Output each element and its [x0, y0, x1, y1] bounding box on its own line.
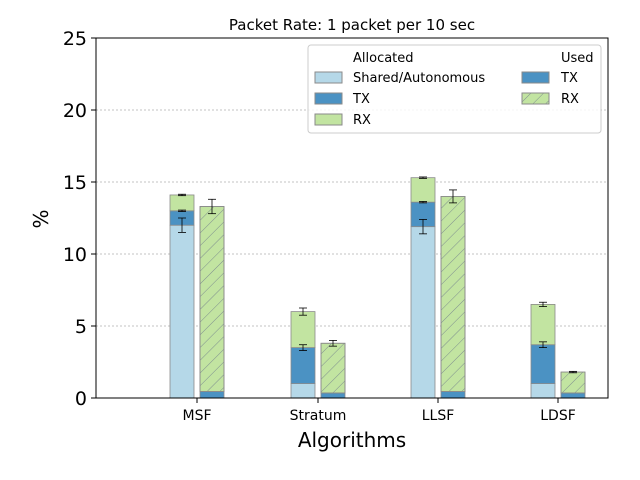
bars: [169, 176, 586, 399]
y-axis-label: %: [29, 209, 53, 228]
y-tick-label: 0: [75, 388, 87, 410]
legend-header-allocated: Allocated: [353, 51, 414, 66]
bar-used-tx: [320, 392, 346, 399]
y-tick-label: 25: [63, 28, 87, 50]
legend-swatch-used-rx-hatch: [521, 92, 550, 105]
legend-swatch-used-tx: [521, 71, 550, 84]
error-bar-used-total: [208, 198, 216, 215]
x-axis-label: Algorithms: [298, 428, 406, 452]
y-tick-label: 15: [63, 172, 87, 194]
bar-allocated-rx: [169, 194, 195, 212]
y-tick-label: 20: [63, 100, 87, 122]
bar-used-rx-hatch: [320, 342, 346, 394]
bar-used-tx: [199, 391, 225, 399]
legend-swatch-shared-autonomous: [314, 71, 343, 84]
legend-label-shared-autonomous: Shared/Autonomous: [353, 71, 485, 86]
bar-used-tx: [440, 391, 466, 399]
bar-used-rx-hatch: [199, 206, 225, 392]
error-bar-allocated-tx: [419, 201, 427, 204]
error-bar-allocated-tx: [299, 344, 307, 351]
error-bar-allocated-shared: [419, 219, 427, 235]
legend-label-allocated-rx: RX: [353, 113, 371, 128]
chart-title: Packet Rate: 1 packet per 10 sec: [229, 16, 475, 34]
error-bar-used-total: [449, 189, 457, 204]
bar-allocated-rx: [290, 311, 316, 349]
error-bar-allocated-total: [178, 193, 186, 197]
x-tick-label: Stratum: [290, 408, 347, 424]
bar-used-tx: [560, 392, 586, 399]
y-tick-label: 10: [63, 244, 87, 266]
y-axis-ticks: 0 5 10 15 20 25: [63, 28, 96, 410]
error-bar-used-total: [329, 339, 337, 347]
bar-allocated-shared-autonomous: [169, 224, 195, 399]
error-bar-allocated-tx: [539, 341, 547, 349]
error-bar-allocated-total: [299, 307, 307, 316]
bar-allocated-tx: [290, 347, 316, 385]
bar-allocated-tx: [530, 344, 556, 385]
x-axis-ticks: MSF Stratum LLSF LDSF: [182, 398, 576, 424]
bar-used-rx-hatch: [440, 195, 466, 392]
bar-allocated-shared-autonomous: [410, 226, 436, 399]
legend: Allocated Used Shared/Autonomous TX RX T…: [307, 44, 602, 134]
bar-used-rx-hatch: [560, 371, 586, 394]
error-bar-allocated-shared: [178, 217, 186, 233]
legend-header-used: Used: [561, 51, 594, 66]
legend-swatch-allocated-rx: [314, 113, 343, 126]
legend-label-used-rx: RX: [561, 92, 579, 107]
bar-allocated-rx: [530, 303, 556, 346]
bar-allocated-shared-autonomous: [530, 383, 556, 399]
legend-label-allocated-tx: TX: [352, 92, 370, 107]
bar-allocated-shared-autonomous: [290, 383, 316, 399]
bar-allocated-rx: [410, 177, 436, 203]
error-bar-allocated-total: [419, 176, 427, 179]
error-bar-allocated-total: [539, 301, 547, 307]
legend-frame: [307, 44, 602, 134]
error-bar-allocated-tx: [178, 209, 186, 212]
x-tick-label: LLSF: [422, 408, 455, 424]
x-tick-label: MSF: [182, 408, 211, 424]
x-tick-label: LDSF: [540, 408, 576, 424]
legend-swatch-allocated-tx: [314, 92, 343, 105]
legend-label-used-tx: TX: [560, 71, 578, 86]
plot-frame: [95, 37, 609, 399]
y-tick-label: 5: [75, 316, 87, 338]
error-bar-used-total: [569, 370, 577, 374]
